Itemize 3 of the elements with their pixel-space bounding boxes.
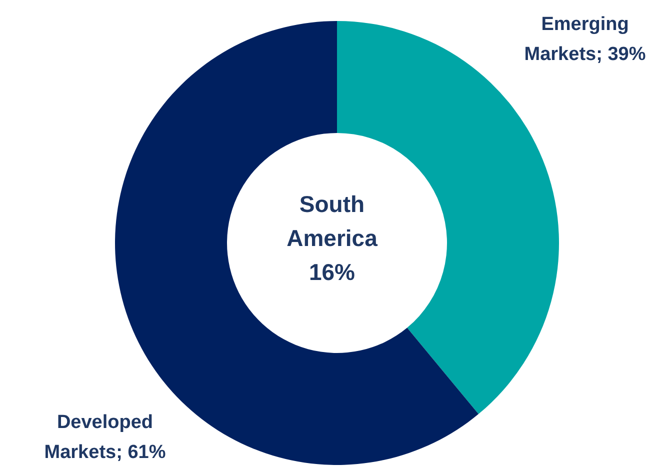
text: South America 16% [286,191,378,285]
slice-label: Emerging Markets; 39% [524,14,646,65]
slice-label: Developed Markets; 61% [44,412,166,463]
